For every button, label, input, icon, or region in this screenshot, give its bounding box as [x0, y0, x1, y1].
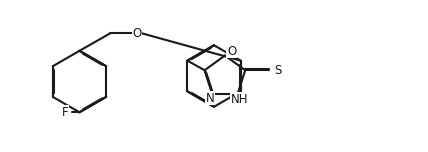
Text: NH: NH	[231, 93, 248, 106]
Text: S: S	[274, 64, 281, 77]
Text: N: N	[206, 92, 214, 105]
Text: F: F	[62, 106, 69, 119]
Text: O: O	[132, 27, 141, 40]
Text: O: O	[227, 45, 236, 58]
